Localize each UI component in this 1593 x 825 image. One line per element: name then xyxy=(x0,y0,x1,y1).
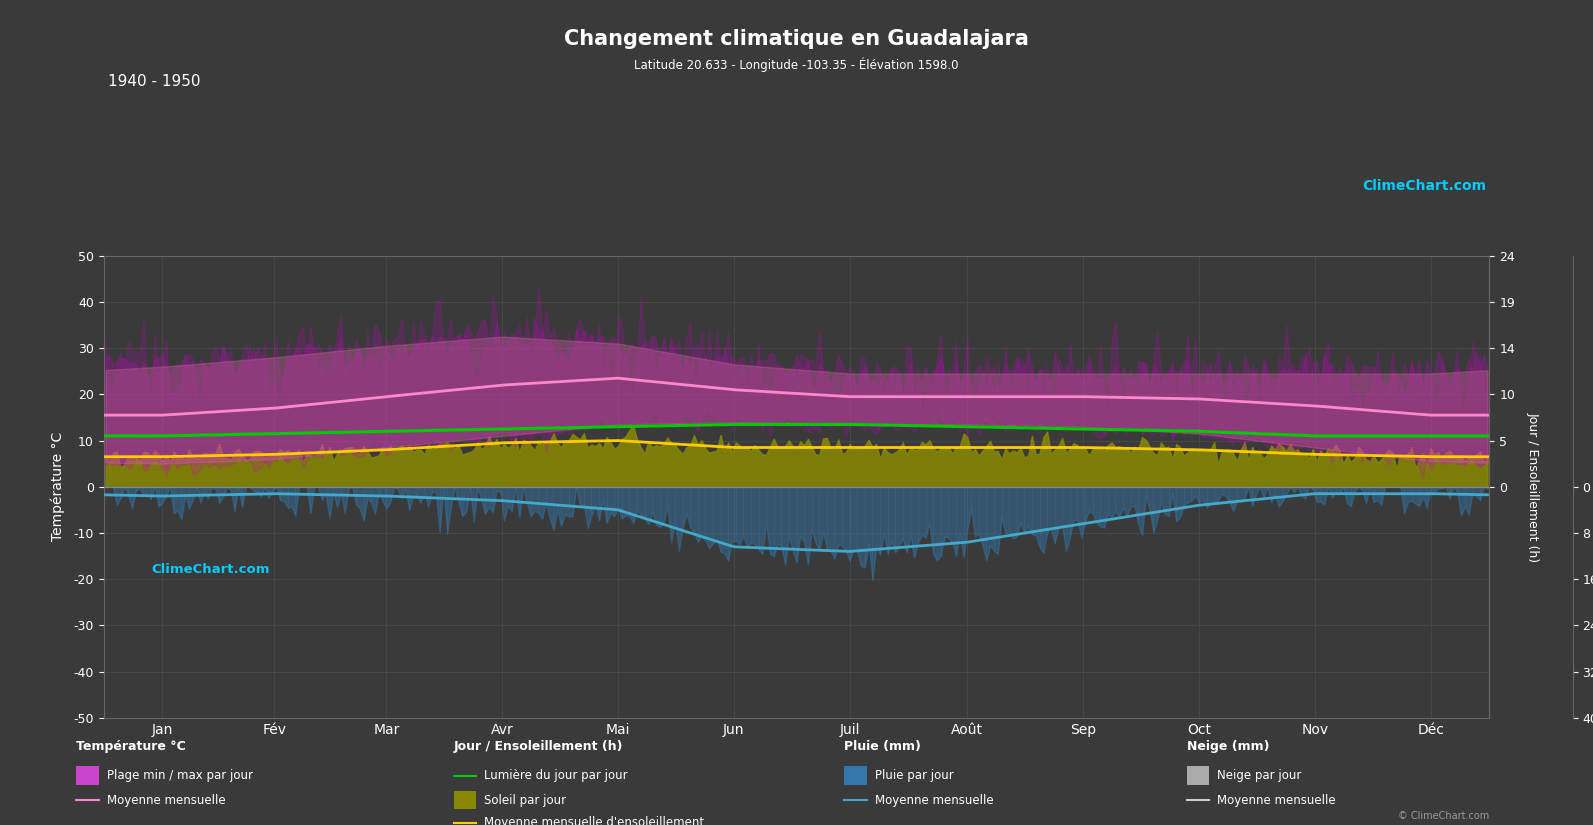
Text: Pluie par jour: Pluie par jour xyxy=(875,769,953,782)
Text: Latitude 20.633 - Longitude -103.35 - Élévation 1598.0: Latitude 20.633 - Longitude -103.35 - Él… xyxy=(634,58,959,73)
Y-axis label: Jour / Ensoleillement (h): Jour / Ensoleillement (h) xyxy=(1528,412,1540,562)
Text: Moyenne mensuelle: Moyenne mensuelle xyxy=(107,794,225,807)
Text: Moyenne mensuelle: Moyenne mensuelle xyxy=(875,794,992,807)
Text: 1940 - 1950: 1940 - 1950 xyxy=(108,74,201,89)
Text: Température °C: Température °C xyxy=(76,740,186,753)
Text: Pluie (mm): Pluie (mm) xyxy=(844,740,921,753)
Text: Moyenne mensuelle: Moyenne mensuelle xyxy=(1217,794,1335,807)
Text: Neige (mm): Neige (mm) xyxy=(1187,740,1270,753)
Text: ClimeChart.com: ClimeChart.com xyxy=(151,563,269,576)
Text: Soleil par jour: Soleil par jour xyxy=(484,794,567,807)
Text: Lumière du jour par jour: Lumière du jour par jour xyxy=(484,769,628,782)
Text: © ClimeChart.com: © ClimeChart.com xyxy=(1399,811,1489,821)
Y-axis label: Température °C: Température °C xyxy=(51,432,65,541)
Text: Moyenne mensuelle d'ensoleillement: Moyenne mensuelle d'ensoleillement xyxy=(484,816,704,825)
Text: ClimeChart.com: ClimeChart.com xyxy=(1362,179,1486,192)
Text: Changement climatique en Guadalajara: Changement climatique en Guadalajara xyxy=(564,29,1029,49)
Text: Plage min / max par jour: Plage min / max par jour xyxy=(107,769,253,782)
Text: Jour / Ensoleillement (h): Jour / Ensoleillement (h) xyxy=(454,740,623,753)
Text: Neige par jour: Neige par jour xyxy=(1217,769,1301,782)
